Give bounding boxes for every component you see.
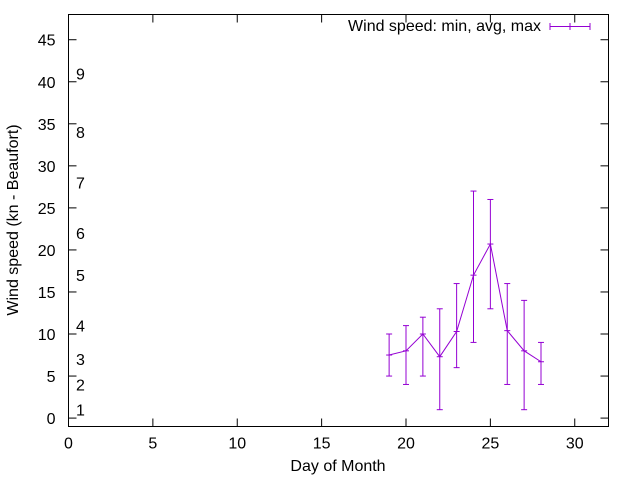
y-tick-label: 25 [38,201,56,218]
beaufort-label: 5 [76,268,85,285]
x-tick-label: 25 [481,436,499,453]
y-tick-label: 35 [38,117,56,134]
beaufort-label: 7 [76,176,85,193]
plot-frame [68,14,609,427]
x-tick-label: 0 [64,436,73,453]
y-tick-label: 5 [47,369,56,386]
legend: Wind speed: min, avg, max [348,18,591,35]
avg-series-line [389,242,542,363]
x-tick-label: 30 [566,436,584,453]
x-tick-label: 5 [148,436,157,453]
plot-layer [386,190,544,411]
beaufort-label: 1 [76,403,85,420]
y-tick-label: 0 [47,411,56,428]
beaufort-label: 6 [76,226,85,243]
legend-key [549,23,591,30]
y-axis-label: Wind speed (kn - Beaufort) [5,124,22,315]
y-tick-label: 10 [38,327,56,344]
x-tick-label: 15 [313,436,331,453]
beaufort-label: 9 [76,66,85,83]
y-tick-label: 45 [38,33,56,50]
beaufort-label: 2 [76,377,85,394]
y-tick-label: 20 [38,243,56,260]
beaufort-label: 3 [76,352,85,369]
y-tick-label: 40 [38,75,56,92]
legend-label: Wind speed: min, avg, max [348,18,541,35]
x-tick-label: 20 [397,436,415,453]
beaufort-label: 8 [76,125,85,142]
x-tick-label: 10 [228,436,246,453]
x-axis-label: Day of Month [290,458,385,475]
y-tick-label: 15 [38,285,56,302]
y-tick-label: 30 [38,159,56,176]
beaufort-label: 4 [76,319,85,336]
